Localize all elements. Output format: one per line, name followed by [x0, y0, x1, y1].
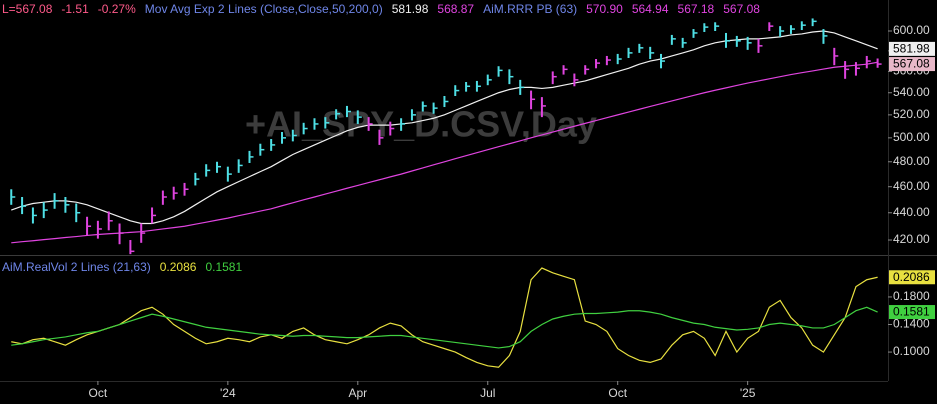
y-tick-label: 0.1400 — [893, 317, 930, 331]
x-tick-label: Apr — [348, 386, 367, 400]
legend-item: AiM.RRR PB (63) — [483, 2, 578, 16]
legend-item: 564.94 — [631, 2, 669, 16]
x-tick-label: Jul — [480, 386, 495, 400]
legend-item: 567.18 — [677, 2, 715, 16]
legend-item: 567.08 — [723, 2, 760, 16]
x-tick-label: Oct — [608, 386, 627, 400]
y-tick-label: 500.00 — [893, 130, 930, 144]
watermark: +AI_SPY_D.CSV,Day — [245, 104, 597, 145]
legend: AiM.RealVol 2 Lines (21,63) 0.2086 0.1581 — [2, 260, 251, 274]
legend-item: -1.51 — [61, 2, 89, 16]
line — [11, 30, 878, 225]
end-label-box — [889, 305, 935, 320]
y-tick-label: 0.1800 — [893, 289, 930, 303]
end-label: 0.1581 — [893, 305, 930, 319]
y-tick-label: 540.00 — [893, 85, 930, 99]
legend-item: 581.98 — [391, 2, 429, 16]
line — [11, 306, 878, 349]
x-tick-label: '24 — [220, 386, 236, 400]
y-tick-label: 0.1000 — [893, 344, 930, 358]
x-tick-label: Oct — [89, 386, 108, 400]
y-tick-label: 480.00 — [893, 154, 930, 168]
y-tick-label: 520.00 — [893, 107, 930, 121]
end-label-box — [889, 41, 935, 56]
legend-item: AiM.RealVol 2 Lines (21,63) — [2, 260, 151, 274]
x-tick-label: '25 — [740, 386, 756, 400]
end-label: 567.08 — [893, 57, 930, 71]
legend-item: Mov Avg Exp 2 Lines (Close,Close,50,200,… — [144, 2, 383, 16]
end-label-box — [889, 57, 935, 72]
y-tick-label: 600.00 — [893, 23, 930, 37]
line — [11, 267, 878, 368]
y-tick-label: 420.00 — [893, 232, 930, 246]
end-label: 581.98 — [893, 42, 930, 56]
line — [11, 61, 878, 244]
legend-item: 570.90 — [586, 2, 623, 16]
legend-item: 0.1581 — [205, 260, 243, 274]
legend-item: L=567.08 — [2, 2, 53, 16]
legend: L=567.08 -1.51 -0.27% Mov Avg Exp 2 Lines (… — [2, 2, 769, 16]
legend-item: 0.2086 — [159, 260, 197, 274]
y-tick-label: 460.00 — [893, 179, 930, 193]
y-tick-label: 440.00 — [893, 205, 930, 219]
legend-item: -0.27% — [97, 2, 136, 16]
legend-item: 568.87 — [437, 2, 475, 16]
end-label-box — [889, 270, 935, 285]
end-label: 0.2086 — [893, 270, 930, 284]
